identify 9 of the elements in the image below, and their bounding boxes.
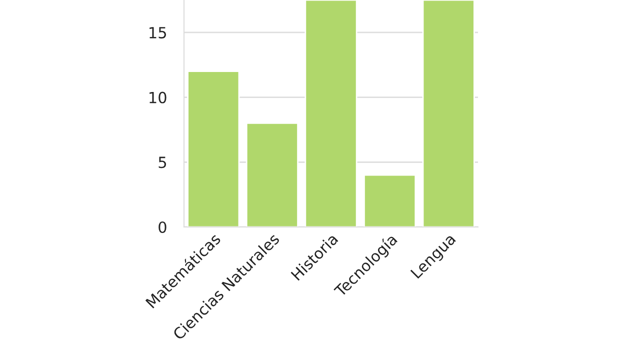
bar bbox=[422, 0, 475, 227]
bar bbox=[364, 174, 416, 227]
y-tick-label: 15 bbox=[150, 27, 166, 38]
y-tick-label: 5 bbox=[158, 156, 166, 168]
bar bbox=[187, 70, 240, 227]
bar bbox=[246, 122, 298, 227]
y-tick-label: 10 bbox=[150, 92, 166, 104]
bar bbox=[304, 0, 358, 227]
y-tick-label: 0 bbox=[158, 221, 166, 234]
